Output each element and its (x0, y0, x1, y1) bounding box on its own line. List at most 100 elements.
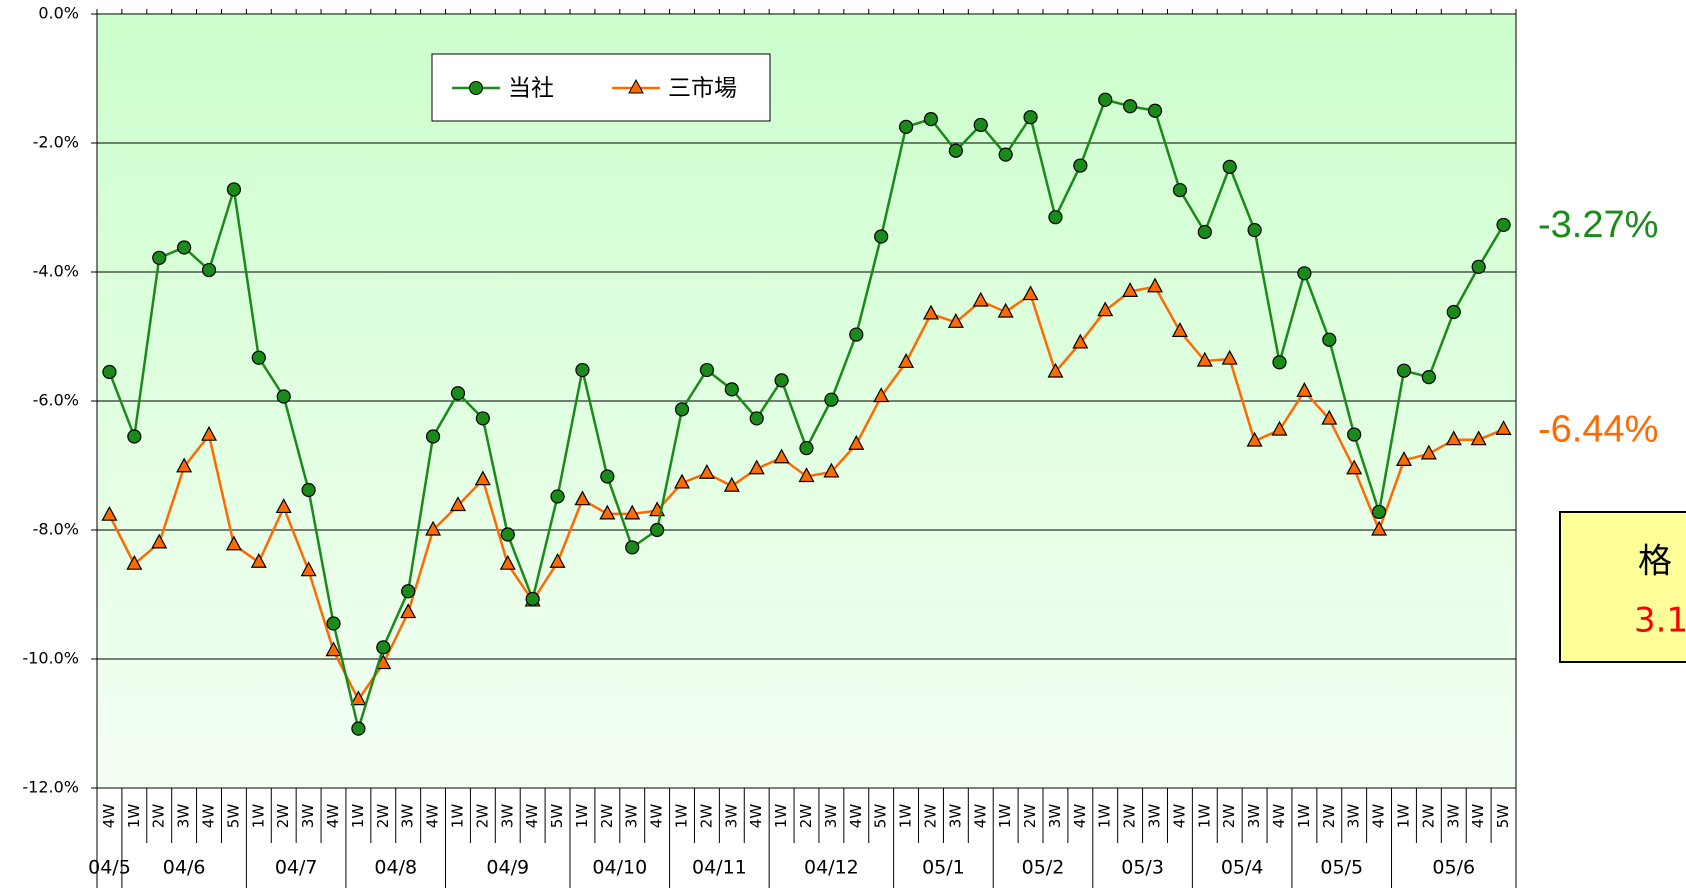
x-tick-label: 4W (1270, 804, 1288, 829)
point (549, 552, 566, 568)
point (898, 119, 914, 134)
point (824, 392, 839, 407)
x-tick-label: 1W (249, 804, 267, 829)
legend-marker (628, 78, 644, 94)
month-label: 05/1 (922, 857, 965, 879)
x-tick-label: 4W (200, 804, 218, 829)
point (599, 504, 616, 520)
x-tick-label: 1W (349, 804, 367, 829)
point (152, 250, 167, 265)
point (823, 462, 840, 478)
point (973, 117, 988, 133)
point (300, 561, 317, 577)
x-tick-label: 4W (971, 804, 989, 829)
point (1371, 520, 1388, 536)
month-label: 05/2 (1022, 857, 1065, 879)
point (849, 327, 864, 342)
x-tick-label: 5W (548, 804, 566, 829)
point (201, 425, 218, 441)
point (650, 522, 665, 538)
point (698, 463, 715, 479)
point (177, 240, 192, 255)
point (873, 387, 890, 403)
point (126, 554, 143, 570)
x-tick-label: 4W (424, 804, 442, 829)
point (1123, 99, 1138, 114)
point (1321, 409, 1338, 425)
point (1023, 110, 1038, 125)
point (1297, 266, 1312, 281)
x-tick-label: 2W (150, 804, 168, 829)
x-tick-label: 4W (1170, 804, 1188, 829)
point (1122, 282, 1139, 297)
point (1047, 362, 1064, 378)
point (1296, 382, 1313, 397)
x-tick-label: 1W (125, 804, 143, 829)
point (499, 554, 516, 570)
point (250, 552, 267, 568)
y-tick-label: -10.0% (22, 649, 79, 668)
point (848, 434, 865, 450)
point (474, 470, 491, 486)
x-tick-label: 3W (822, 804, 840, 829)
x-tick-label: 5W (872, 804, 890, 829)
x-tick-label: 4W (1370, 804, 1388, 829)
x-tick-label: 5W (224, 804, 242, 829)
point (1421, 370, 1436, 385)
x-tick-label: 4W (847, 804, 865, 829)
y-tick-label: 0.0% (38, 4, 79, 23)
point (449, 496, 466, 512)
point (1197, 224, 1212, 240)
point (326, 616, 341, 631)
point (1346, 459, 1363, 475)
point (276, 389, 291, 404)
x-tick-label: 1W (673, 804, 691, 829)
point (749, 411, 764, 426)
point (1371, 504, 1387, 520)
x-tick-label: 4W (747, 804, 765, 829)
point (550, 489, 565, 504)
point (1097, 301, 1114, 317)
x-tick-label: 2W (797, 804, 815, 829)
month-label: 04/10 (592, 857, 647, 879)
x-tick-label: 2W (1419, 804, 1437, 829)
point (674, 402, 690, 417)
point (774, 373, 789, 388)
x-tick-label: 3W (498, 804, 516, 829)
point (1247, 222, 1262, 238)
point (251, 350, 266, 365)
point (1347, 427, 1362, 442)
x-tick-label: 2W (1121, 804, 1139, 829)
point (425, 520, 442, 536)
x-tick-label: 1W (897, 804, 915, 829)
x-tick-label: 4W (523, 804, 541, 829)
point (575, 362, 590, 378)
point (1470, 430, 1487, 446)
x-tick-label: 2W (374, 804, 392, 829)
point (625, 540, 640, 555)
month-label: 04/9 (486, 857, 529, 879)
point (350, 690, 367, 706)
x-tick-label: 3W (946, 804, 964, 829)
point (226, 182, 242, 197)
y-tick-label: -2.0% (33, 133, 79, 152)
point (1420, 444, 1437, 460)
point (1272, 355, 1287, 370)
point (102, 364, 117, 380)
point (1073, 158, 1088, 173)
point (723, 476, 740, 492)
legend-label: 当社 (508, 76, 554, 102)
point (1171, 322, 1188, 337)
x-tick-label: 1W (573, 804, 591, 829)
point (1072, 333, 1089, 349)
point (1147, 277, 1164, 293)
point (351, 721, 366, 736)
month-label: 04/12 (804, 857, 859, 879)
end-label: -3.27% (1538, 204, 1658, 246)
point (624, 504, 641, 520)
x-tick-label: 2W (697, 804, 715, 829)
point (1172, 182, 1188, 198)
y-tick-label: -12.0% (22, 778, 79, 797)
month-label: 05/4 (1221, 857, 1264, 879)
